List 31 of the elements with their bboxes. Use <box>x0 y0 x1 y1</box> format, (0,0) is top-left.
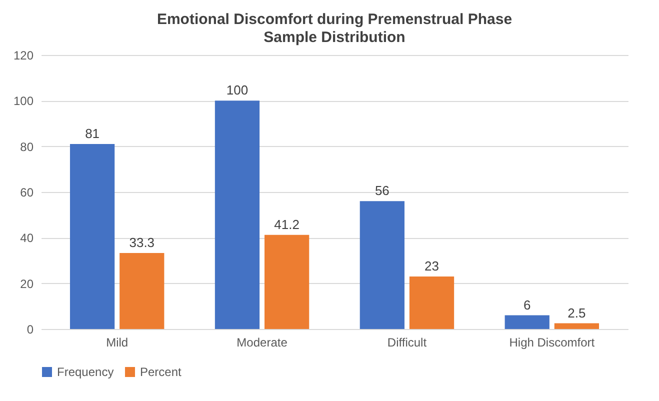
legend-label: Frequency <box>57 365 114 379</box>
data-label: 6 <box>524 297 531 312</box>
legend-label: Percent <box>140 365 182 379</box>
x-tick-label: Moderate <box>236 336 288 350</box>
x-tick-label: High Discomfort <box>509 336 596 350</box>
y-tick-label: 0 <box>26 322 34 336</box>
y-tick-label: 60 <box>20 186 34 200</box>
x-tick-label: Mild <box>106 336 128 350</box>
y-tick-label: 20 <box>20 276 34 291</box>
data-label: 23 <box>424 258 439 274</box>
bar <box>409 276 454 329</box>
chart-title: Emotional Discomfort during Premenstrual Phase <box>156 11 512 28</box>
y-tick-label: 100 <box>13 94 34 108</box>
y-tick-label: 120 <box>13 48 34 62</box>
data-label: 2.5 <box>568 305 586 320</box>
data-label: 100 <box>226 82 248 98</box>
data-label: 33.3 <box>129 234 155 250</box>
y-tick-label: 40 <box>20 231 34 246</box>
bar <box>264 234 310 329</box>
y-tick-label: 80 <box>20 140 34 154</box>
bar <box>120 252 164 329</box>
bar <box>504 315 550 329</box>
bar <box>554 323 600 329</box>
bar <box>214 100 260 329</box>
bar <box>360 201 404 329</box>
chart-subtitle: Sample Distribution <box>264 29 406 46</box>
data-label: 41.2 <box>274 216 300 232</box>
bar <box>70 144 115 329</box>
data-label: 56 <box>374 183 390 198</box>
data-label: 81 <box>85 126 100 142</box>
x-tick-label: Difficult <box>387 336 428 350</box>
